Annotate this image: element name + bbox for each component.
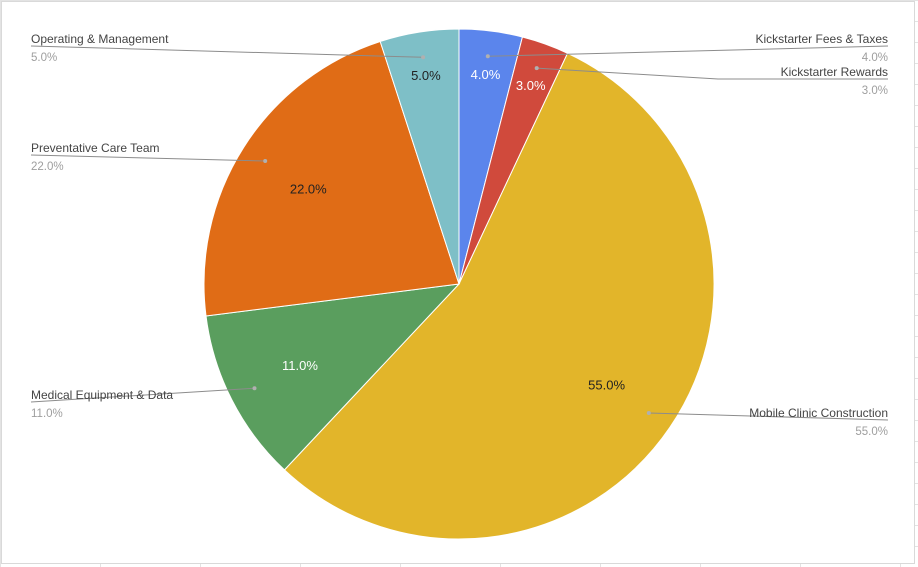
callout-percent-value: 4.0% bbox=[862, 52, 888, 64]
callout-dot bbox=[421, 55, 426, 60]
callout-category-name: Medical Equipment & Data bbox=[31, 388, 173, 402]
callout-labels: Kickstarter Fees & Taxes4.0%Kickstarter … bbox=[30, 32, 889, 438]
callout-leader-line bbox=[487, 45, 889, 57]
callout-leader-line bbox=[30, 45, 424, 58]
callout-leader-line bbox=[648, 412, 889, 421]
callout-kickstarter-rewards: Kickstarter Rewards 3.0% bbox=[534, 65, 888, 97]
pie-slice-mobile-clinic-construction[interactable] bbox=[283, 52, 715, 540]
callout-percent-value: 22.0% bbox=[31, 161, 64, 173]
callout-dot bbox=[485, 54, 490, 59]
slice-percent-label: 11.0% bbox=[282, 358, 318, 373]
callout-category-name: Operating & Management bbox=[31, 32, 169, 46]
callout-kickstarter-fees-taxes: Kickstarter Fees & Taxes 4.0% bbox=[485, 32, 889, 64]
callout-category-name: Preventative Care Team bbox=[31, 141, 160, 155]
callout-dot bbox=[252, 386, 257, 391]
pie-slices bbox=[203, 28, 715, 540]
slice-percent-label: 5.0% bbox=[411, 68, 441, 83]
callout-leader-line bbox=[30, 387, 255, 403]
callout-leader-line bbox=[536, 67, 888, 80]
pie-slice-operating-management[interactable] bbox=[379, 28, 460, 285]
pie-slice-preventative-care-team[interactable] bbox=[203, 40, 460, 317]
callout-percent-value: 5.0% bbox=[31, 52, 57, 64]
slice-percent-label: 22.0% bbox=[290, 181, 327, 196]
slice-percent-label: 55.0% bbox=[588, 377, 625, 392]
callout-category-name: Kickstarter Fees & Taxes bbox=[756, 32, 889, 46]
callout-percent-value: 3.0% bbox=[862, 85, 888, 97]
callout-category-name: Kickstarter Rewards bbox=[781, 65, 888, 79]
callout-dot bbox=[263, 159, 268, 163]
slice-percent-labels: 4.0% 3.0% 55.0% 11.0% 22.0% 5.0% bbox=[282, 67, 625, 392]
callout-operating-management: Operating & Management 5.0% bbox=[30, 32, 426, 64]
pie-slice-medical-equipment-data[interactable] bbox=[205, 283, 461, 471]
callout-preventative-care-team: Preventative Care Team 22.0% bbox=[30, 141, 268, 173]
callout-percent-value: 11.0% bbox=[31, 408, 63, 420]
callout-medical-equipment-data: Medical Equipment & Data 11.0% bbox=[30, 386, 257, 420]
callout-dot bbox=[646, 411, 651, 415]
callout-mobile-clinic-construction: Mobile Clinic Construction 55.0% bbox=[646, 406, 889, 438]
callout-percent-value: 55.0% bbox=[855, 426, 888, 438]
callout-category-name: Mobile Clinic Construction bbox=[749, 406, 888, 420]
slice-percent-label: 3.0% bbox=[516, 78, 546, 93]
slice-percent-label: 4.0% bbox=[471, 67, 501, 82]
callout-dot bbox=[534, 66, 539, 71]
callout-leader-line bbox=[30, 154, 266, 162]
